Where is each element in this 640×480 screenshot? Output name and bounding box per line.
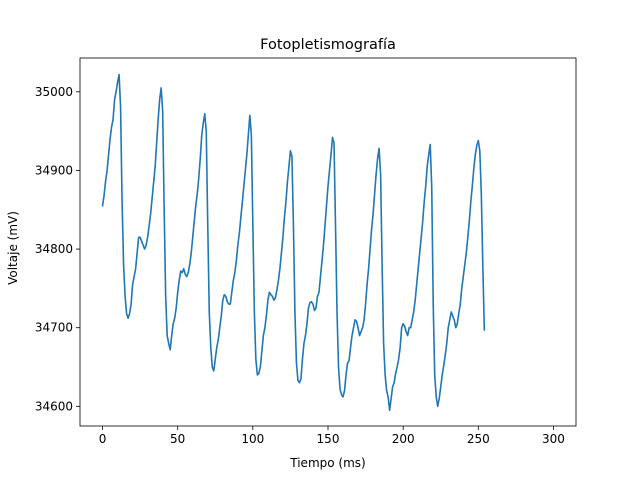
x-tick-label: 0 bbox=[99, 432, 107, 446]
y-tick-label: 35000 bbox=[35, 85, 73, 99]
x-tick-label: 300 bbox=[542, 432, 565, 446]
y-tick-label: 34900 bbox=[35, 163, 73, 177]
y-axis-label: Voltaje (mV) bbox=[6, 211, 20, 285]
y-tick-label: 34700 bbox=[35, 321, 73, 335]
x-tick-label: 250 bbox=[467, 432, 490, 446]
chart-title: Fotopletismografía bbox=[260, 37, 396, 53]
x-tick-label: 150 bbox=[317, 432, 340, 446]
x-tick-label: 200 bbox=[392, 432, 415, 446]
x-axis-label: Tiempo (ms) bbox=[289, 456, 365, 470]
y-tick-label: 34600 bbox=[35, 399, 73, 413]
y-tick-label: 34800 bbox=[35, 242, 73, 256]
x-tick-label: 50 bbox=[170, 432, 185, 446]
x-tick-label: 100 bbox=[241, 432, 264, 446]
